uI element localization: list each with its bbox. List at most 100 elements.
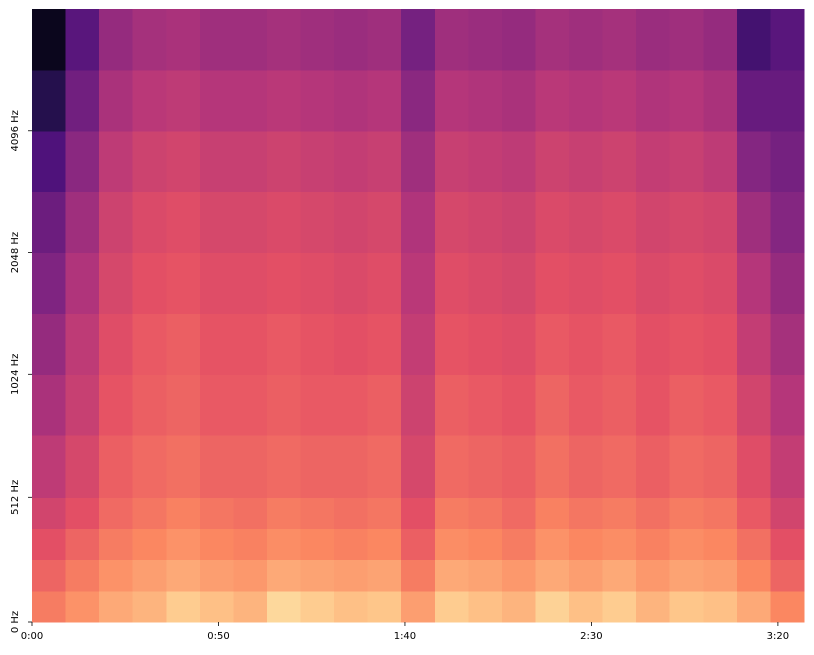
cell <box>132 9 167 71</box>
cell <box>367 559 402 592</box>
cell <box>636 130 671 193</box>
cell <box>99 69 134 132</box>
cell <box>770 130 805 193</box>
cell <box>132 252 167 314</box>
cell <box>501 191 536 254</box>
cell <box>166 69 201 132</box>
cell <box>535 434 570 498</box>
cell <box>770 191 805 254</box>
cell <box>602 191 637 254</box>
cell <box>468 130 503 193</box>
cell <box>501 130 536 193</box>
cell <box>468 497 503 529</box>
cell <box>703 559 738 592</box>
cell <box>501 374 536 436</box>
cell <box>736 434 771 498</box>
cell <box>736 374 771 436</box>
cell <box>602 497 637 529</box>
cell <box>535 69 570 132</box>
cell <box>501 9 536 71</box>
cell <box>401 9 436 71</box>
cell <box>535 252 570 314</box>
cell <box>334 313 369 375</box>
cell <box>468 69 503 132</box>
cell <box>166 497 201 529</box>
cell <box>99 559 134 592</box>
cell <box>334 434 369 498</box>
cell <box>736 313 771 375</box>
cell <box>166 434 201 498</box>
cell <box>535 528 570 561</box>
cell <box>334 130 369 193</box>
cell <box>199 434 234 498</box>
cell <box>300 559 335 592</box>
cell <box>770 313 805 375</box>
cell <box>300 313 335 375</box>
cell <box>99 590 134 623</box>
cell <box>334 252 369 314</box>
cell <box>736 590 771 623</box>
cell <box>233 590 268 623</box>
cell <box>266 528 302 561</box>
cell <box>32 374 67 436</box>
cell <box>99 130 134 193</box>
cell <box>300 374 335 436</box>
cell <box>434 374 469 436</box>
cell <box>636 9 671 71</box>
cell <box>32 191 67 254</box>
cell <box>367 252 402 314</box>
cell <box>199 9 234 71</box>
cell <box>434 528 469 561</box>
cell <box>501 590 536 623</box>
cell <box>401 497 436 529</box>
cell <box>266 9 302 71</box>
cell <box>602 590 637 623</box>
cell <box>602 252 637 314</box>
cell <box>434 559 469 592</box>
cell <box>166 130 201 193</box>
cell <box>300 252 335 314</box>
cell <box>434 130 469 193</box>
cell <box>669 130 704 193</box>
cell <box>569 374 604 436</box>
cell <box>199 191 234 254</box>
cell <box>199 313 234 375</box>
cell <box>636 528 671 561</box>
cell <box>32 313 67 375</box>
cell <box>401 528 436 561</box>
cell <box>535 590 570 623</box>
cell <box>166 528 201 561</box>
cell <box>166 9 201 71</box>
cell <box>32 497 67 529</box>
cell <box>233 434 268 498</box>
cell <box>602 9 637 71</box>
cell <box>233 559 268 592</box>
cell <box>569 9 604 71</box>
cell <box>636 374 671 436</box>
cell <box>669 497 704 529</box>
cell <box>132 313 167 375</box>
cell <box>266 590 302 623</box>
cell <box>166 252 201 314</box>
cell <box>703 497 738 529</box>
cell <box>32 252 67 314</box>
cell <box>669 559 704 592</box>
cell <box>266 313 302 375</box>
cell <box>602 528 637 561</box>
x-tick-label: 1:40 <box>394 631 416 642</box>
cell <box>334 191 369 254</box>
cell <box>266 252 302 314</box>
cell <box>266 497 302 529</box>
cell <box>300 434 335 498</box>
cell <box>468 9 503 71</box>
cell <box>99 497 134 529</box>
cell <box>434 252 469 314</box>
cell <box>132 528 167 561</box>
cell <box>132 497 167 529</box>
cell <box>367 9 402 71</box>
cell <box>199 497 234 529</box>
cell <box>669 69 704 132</box>
cell <box>703 69 738 132</box>
cell <box>535 559 570 592</box>
cell <box>636 69 671 132</box>
